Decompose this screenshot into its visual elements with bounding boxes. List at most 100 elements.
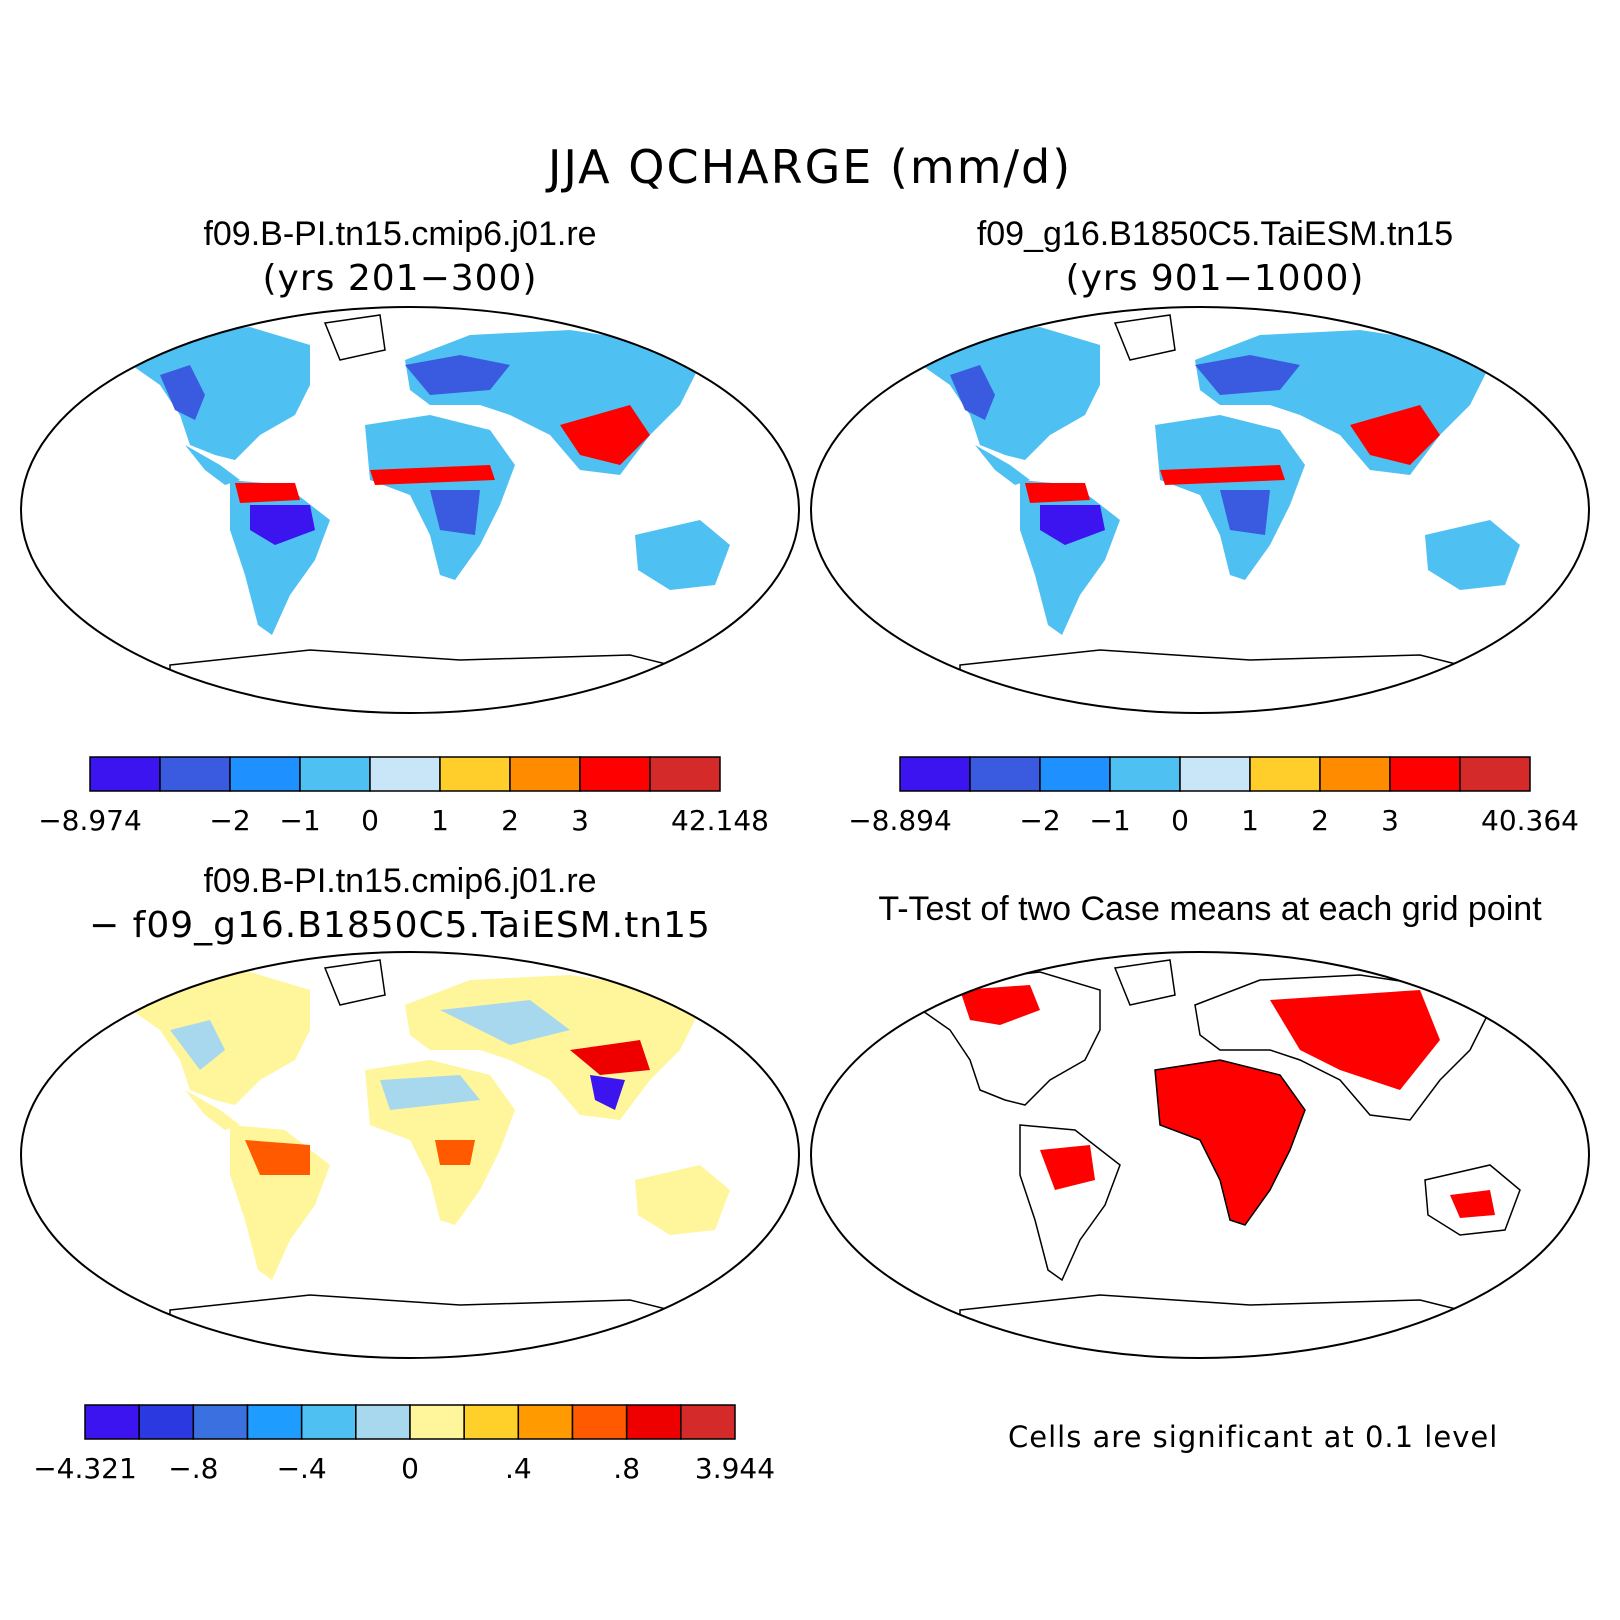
- greenland: [323, 314, 386, 361]
- panel-3-title: f09.B-PI.tn15.cmip6.j01.re: [203, 862, 597, 900]
- central-america: [185, 1090, 240, 1130]
- colorbar-swatch: [899, 756, 971, 792]
- africa: [1154, 1059, 1306, 1226]
- north-america-sig: [960, 985, 1040, 1025]
- colorbar-swatch: [229, 756, 301, 792]
- colorbar-swatch: [1249, 756, 1321, 792]
- panel-1-title: f09.B-PI.tn15.cmip6.j01.re: [203, 215, 597, 253]
- europe-blue: [405, 355, 510, 395]
- colorbar-panel-1: −8.974 −2 −1 0 1 2 3 42.148: [38, 756, 769, 837]
- greenland: [323, 959, 386, 1006]
- land-group: [908, 959, 1521, 1358]
- central-america: [975, 445, 1030, 485]
- colorbar-swatch: [625, 1404, 682, 1440]
- colorbar-tick-label: .4: [505, 1452, 532, 1485]
- colorbar-swatch: [1039, 756, 1111, 792]
- colorbar-swatch: [89, 756, 161, 792]
- australia-sig: [1450, 1190, 1495, 1218]
- colorbar-tick-label: 42.148: [671, 804, 769, 837]
- south-america: [1020, 480, 1120, 635]
- figure-title: JJA QCHARGE (mm/d): [547, 140, 1073, 194]
- panel-2-title: f09_g16.B1850C5.TaiESM.tn15: [976, 215, 1454, 253]
- colorbar-tick-label: −8.974: [38, 804, 142, 837]
- colorbar-swatch: [680, 1404, 736, 1440]
- antarctica: [959, 649, 1501, 713]
- colorbar-swatch: [579, 756, 651, 792]
- land-group: [120, 959, 730, 1358]
- colorbar-swatch: [1179, 756, 1251, 792]
- south-america-red: [235, 483, 300, 503]
- colorbar-tick-label: 40.364: [1481, 804, 1579, 837]
- north-america: [120, 327, 310, 460]
- africa-blue: [1220, 490, 1270, 535]
- greenland: [1113, 314, 1176, 361]
- south-america: [230, 480, 330, 635]
- greenland: [1113, 959, 1176, 1006]
- north-america: [908, 971, 1101, 1106]
- colorbar-swatch: [1459, 756, 1531, 792]
- colorbar-swatch: [969, 756, 1041, 792]
- colorbar-tick-label: −2: [209, 804, 250, 837]
- africa-mix: [380, 1075, 480, 1110]
- colorbar-panel-3: −4.321 −.8 −.4 0 .4 .8 3.944: [33, 1404, 775, 1485]
- colorbar-tick-label: 0: [361, 804, 379, 837]
- south-america-red: [1025, 483, 1090, 503]
- south-america-dark: [1040, 505, 1105, 545]
- colorbar-tick-label: 3: [1381, 804, 1399, 837]
- colorbar-swatch: [192, 1404, 249, 1440]
- eurasia-mix: [440, 1000, 570, 1045]
- colorbar-swatch: [159, 756, 231, 792]
- north-america-blue: [950, 365, 995, 420]
- south-america-sig: [1040, 1145, 1095, 1190]
- colorbar-tick-label: .8: [613, 1452, 640, 1485]
- colorbar-tick-label: −1: [279, 804, 320, 837]
- africa-blue: [430, 490, 480, 535]
- colorbar-swatch: [649, 756, 721, 792]
- colorbar-swatch: [300, 1404, 357, 1440]
- colorbar-tick-label: −2: [1019, 804, 1060, 837]
- panel-1-subtitle: (yrs 201−300): [262, 258, 538, 299]
- antarctica: [959, 1294, 1501, 1358]
- colorbar-tick-label: 2: [501, 804, 519, 837]
- asia-red: [1350, 405, 1440, 465]
- south-america-dark: [250, 505, 315, 545]
- land-group: [910, 314, 1520, 713]
- africa-red: [370, 465, 495, 485]
- colorbar-tick-label: 1: [1241, 804, 1259, 837]
- australia: [635, 1165, 730, 1235]
- colorbar-tick-label: 3.944: [695, 1452, 775, 1485]
- asia-red: [570, 1040, 650, 1075]
- colorbar-swatch: [439, 756, 511, 792]
- australia: [1425, 520, 1520, 590]
- colorbar-swatch: [1319, 756, 1391, 792]
- south-america: [1019, 1124, 1121, 1282]
- land-group: [120, 314, 730, 713]
- colorbar-swatch: [463, 1404, 520, 1440]
- colorbar-tick-label: −.4: [277, 1452, 327, 1485]
- colorbar-tick-label: −4.321: [33, 1452, 137, 1485]
- africa-red: [435, 1140, 475, 1165]
- south-america-red: [245, 1140, 310, 1175]
- europe-blue: [1195, 355, 1300, 395]
- colorbar-tick-label: −.8: [168, 1452, 218, 1485]
- colorbar-swatch: [369, 756, 441, 792]
- map-panel-1: [20, 306, 800, 714]
- map-panel-4: [810, 951, 1590, 1359]
- colorbar-swatch: [517, 1404, 574, 1440]
- antarctica: [169, 1294, 711, 1358]
- colorbar-tick-label: −1: [1089, 804, 1130, 837]
- colorbar-tick-label: 2: [1311, 804, 1329, 837]
- colorbar-swatch: [409, 1404, 465, 1440]
- colorbar-tick-label: 0: [1171, 804, 1189, 837]
- central-america: [185, 445, 240, 485]
- eurasia-sig: [1270, 990, 1440, 1090]
- colorbar-swatch: [509, 756, 581, 792]
- panel-2-subtitle: (yrs 901−1000): [1065, 258, 1365, 299]
- colorbar-swatch: [138, 1404, 195, 1440]
- colorbar-tick-label: 3: [571, 804, 589, 837]
- north-america: [910, 327, 1100, 460]
- australia: [635, 520, 730, 590]
- colorbar-swatch: [355, 1404, 411, 1440]
- panel-4-title: T-Test of two Case means at each grid po…: [878, 890, 1542, 928]
- colorbar-swatch: [84, 1404, 140, 1440]
